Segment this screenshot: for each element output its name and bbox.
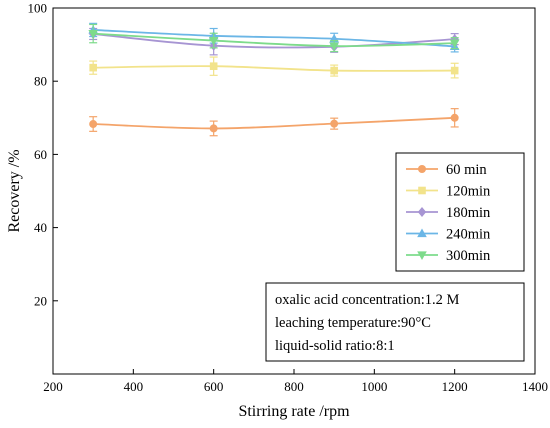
legend-marker — [417, 228, 427, 238]
axis-ticks: 200 400 600 800 1000 1200 1400 20 40 60 80 100 — [28, 1, 549, 395]
series — [89, 108, 459, 137]
series — [89, 56, 459, 79]
x-tick-label: 400 — [124, 379, 144, 394]
series-line — [93, 65, 455, 72]
data-point — [450, 66, 459, 75]
data-point — [449, 39, 460, 49]
data-point — [329, 42, 339, 52]
data-point — [450, 113, 459, 122]
data-point — [330, 119, 339, 128]
y-tick-label: 20 — [34, 293, 47, 308]
series-layer — [88, 22, 460, 137]
series — [88, 23, 460, 53]
annotation-line: leaching temperature:90°C — [275, 315, 431, 331]
legend-label: 180min — [446, 205, 491, 221]
data-point — [89, 120, 98, 129]
annotation-frame — [265, 282, 525, 362]
legend-label: 60 min — [446, 162, 487, 178]
data-point — [330, 66, 338, 75]
y-tick-label: 80 — [34, 74, 47, 89]
x-tick-label: 600 — [204, 379, 224, 394]
y-tick-label: 40 — [34, 220, 47, 235]
annotation-box: oxalic acid concentration:1.2 M leaching … — [265, 282, 525, 362]
series-line — [93, 116, 455, 130]
x-tick-label: 800 — [284, 379, 304, 394]
legend-label: 240min — [446, 227, 491, 243]
legend: 60 min 120min 180min 240min 300min — [395, 152, 525, 272]
legend-label: 120min — [446, 184, 491, 200]
y-axis-title: Recovery /% — [6, 149, 23, 232]
legend-marker — [417, 207, 427, 217]
legend-label: 300min — [446, 248, 491, 264]
data-point — [208, 36, 219, 46]
series-line — [93, 29, 455, 48]
x-tick-label: 200 — [43, 379, 63, 394]
annotation-line: liquid-solid ratio:8:1 — [275, 338, 395, 354]
x-tick-label: 1400 — [522, 379, 548, 394]
x-tick-label: 1000 — [361, 379, 387, 394]
series-line — [93, 32, 455, 48]
legend-marker — [418, 165, 426, 173]
x-axis-title: Stirring rate /rpm — [238, 403, 350, 420]
x-tick-label: 1200 — [442, 379, 468, 394]
annotation-line: oxalic acid concentration:1.2 M — [275, 292, 460, 308]
y-tick-label: 60 — [34, 147, 47, 162]
legend-marker — [417, 251, 427, 260]
legend-marker — [418, 186, 426, 195]
data-point — [209, 62, 218, 70]
y-tick-label: 100 — [28, 1, 48, 16]
data-point — [88, 30, 98, 39]
data-point — [89, 63, 97, 72]
data-point — [209, 124, 218, 133]
